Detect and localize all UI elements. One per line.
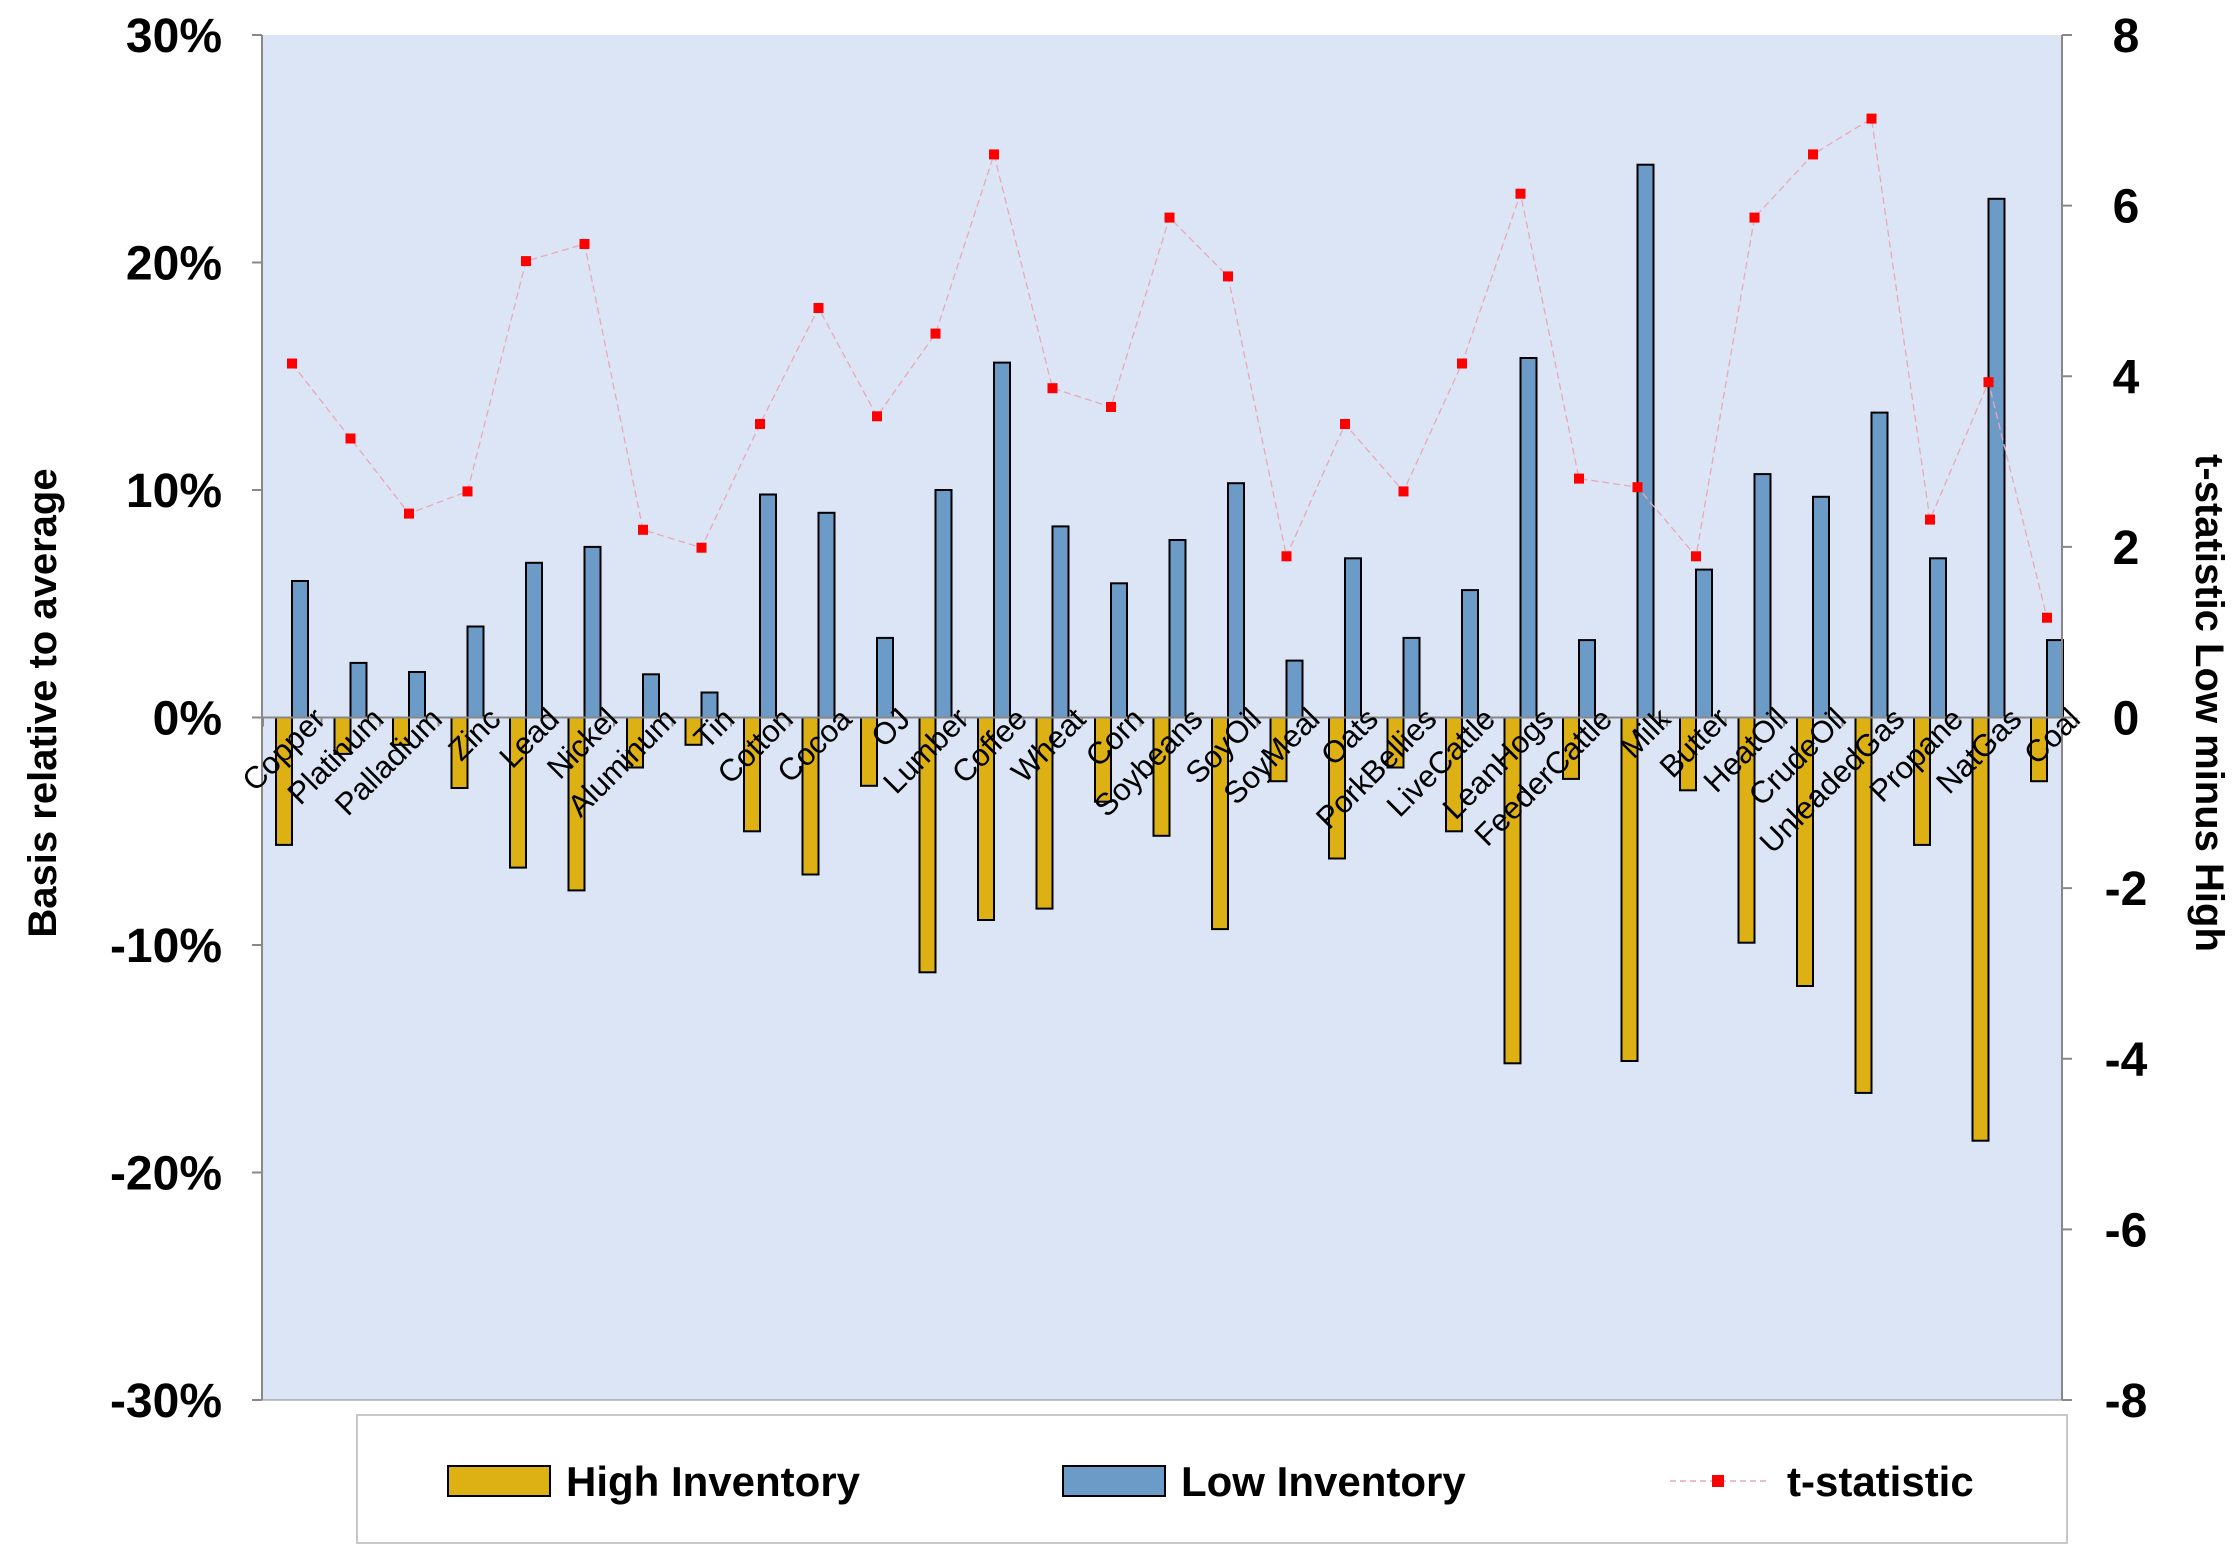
bar-low-natgas [1987, 197, 2006, 719]
bar-low-milk [1636, 163, 1655, 719]
left-tick-label: -20% [110, 1148, 222, 1201]
t-statistic-point-nickel [579, 239, 590, 249]
legend-label-high-inventory: High Inventory [566, 1458, 861, 1505]
bar-low-soyoil [1227, 482, 1245, 719]
t-statistic-point-propane [1925, 514, 1935, 525]
bar-low-wheat [1051, 525, 1070, 719]
legend-swatch-high-inventory [447, 1465, 551, 1497]
left-tick-label: 20% [126, 238, 222, 291]
t-statistic-point-porkbellies [1398, 486, 1409, 497]
right-tick-label: 0 [2113, 693, 2140, 746]
bar-low-soybeans [1168, 539, 1187, 719]
bar-low-coffee [993, 361, 1011, 719]
bar-low-corn [1110, 582, 1128, 719]
t-statistic-point-aluminum [638, 524, 648, 535]
bar-high-natgas [1971, 716, 1990, 1142]
t-statistic-point-platinum [345, 433, 356, 444]
t-statistic-point-corn [1106, 402, 1116, 412]
legend-box [356, 1414, 2068, 1544]
bar-low-butter [1695, 568, 1713, 719]
left-axis-ticks: 30% 20% 10% 0% -10% -20% -30% [110, 10, 262, 1428]
t-statistic-point-palladium [404, 508, 414, 519]
bar-low-lumber [934, 489, 953, 719]
t-statistic-point-zinc [462, 486, 473, 497]
right-tick-label: -4 [2105, 1034, 2148, 1087]
left-tick-label: -30% [110, 1375, 222, 1428]
t-statistic-point-soybeans [1164, 212, 1175, 223]
t-statistic-point-coffee [989, 149, 999, 160]
right-tick-label: -2 [2105, 863, 2148, 916]
bar-low-heatoil [1753, 473, 1772, 719]
t-statistic-point-cotton [755, 419, 765, 429]
right-tick-label: 2 [2113, 522, 2140, 575]
bar-low-propane [1929, 557, 1947, 719]
left-tick-label: 30% [126, 10, 222, 63]
bar-low-copper [291, 580, 309, 719]
legend-swatch-low-inventory [1062, 1465, 1166, 1497]
bar-low-unleadedgas [1870, 411, 1889, 719]
left-tick-label: 10% [126, 465, 222, 518]
t-statistic-point-heatoil [1749, 212, 1760, 223]
t-statistic-point-unleadedgas [1866, 113, 1877, 124]
t-statistic-point-wheat [1047, 383, 1058, 394]
right-axis-ticks: 8 6 4 2 0 -2 -4 -6 -8 [2062, 10, 2148, 1428]
t-statistic-point-soymeal [1281, 551, 1292, 562]
t-statistic-point-cocoa [813, 303, 824, 313]
legend-marker-t-statistic [1712, 1475, 1724, 1487]
t-statistic-point-tin [696, 542, 707, 553]
bar-high-milk [1620, 716, 1639, 1062]
t-statistic-point-livecattle [1457, 358, 1467, 369]
right-tick-label: -8 [2105, 1375, 2148, 1428]
right-tick-label: 6 [2113, 181, 2140, 234]
t-statistic-point-natgas [1983, 377, 1994, 388]
t-statistic-point-leanhogs [1515, 188, 1526, 199]
bar-low-oats [1344, 557, 1362, 719]
t-statistic-point-oj [872, 411, 882, 422]
t-statistic-point-feedercattle [1574, 473, 1584, 484]
t-statistic-series [287, 113, 2052, 623]
right-tick-label: 8 [2113, 10, 2140, 63]
left-tick-label: 0% [153, 693, 222, 746]
bar-low-crudeoil [1812, 495, 1830, 719]
t-statistic-point-oats [1340, 419, 1350, 429]
t-statistic-point-soyoil [1223, 271, 1233, 282]
t-statistic-point-butter [1691, 551, 1701, 562]
legend: High Inventory Low Inventory t-statistic [356, 1414, 2068, 1544]
bar-low-cotton [759, 493, 777, 719]
y-axis-title-left: Basis relative to average [21, 468, 65, 937]
bar-low-nickel [583, 545, 602, 719]
t-statistic-point-copper [287, 358, 297, 369]
t-statistic-point-crudeoil [1808, 149, 1818, 160]
t-statistic-point-coal [2042, 612, 2052, 623]
bar-low-lead [525, 561, 543, 719]
t-statistic-point-milk [1632, 482, 1643, 493]
t-statistic-point-lead [521, 256, 531, 267]
y-axis-title-right: t-statistic Low minus High [2187, 454, 2231, 952]
bar-low-leanhogs [1519, 357, 1538, 719]
t-statistic-point-lumber [930, 328, 941, 339]
right-tick-label: 4 [2113, 351, 2140, 404]
left-tick-label: -10% [110, 920, 222, 973]
bar-low-livecattle [1461, 589, 1479, 719]
right-tick-label: -6 [2105, 1204, 2148, 1257]
legend-label-t-statistic: t-statistic [1787, 1458, 1974, 1505]
legend-label-low-inventory: Low Inventory [1181, 1458, 1466, 1505]
bar-low-cocoa [817, 511, 836, 719]
